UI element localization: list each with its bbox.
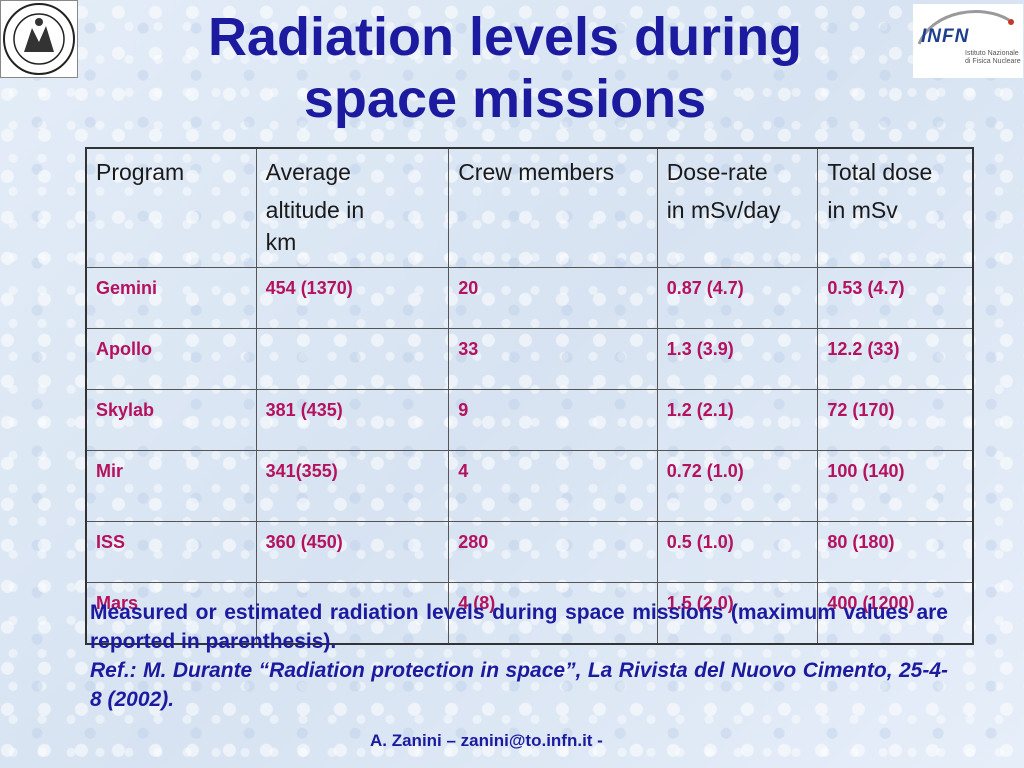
university-seal-logo: [0, 0, 78, 78]
cell-dose-rate: 1.5 (2.0): [656, 582, 819, 645]
cell-program: Gemini: [85, 267, 257, 329]
cell-total-dose: 100 (140): [817, 450, 974, 522]
table-row: Mir 341(355) 4 0.72 (1.0) 100 (140): [85, 450, 974, 522]
cell-program: ISS: [85, 521, 257, 583]
infn-logo: INFN Istituto Nazionale di Fisica Nuclea…: [913, 4, 1023, 78]
cell-crew: 20: [448, 267, 658, 329]
cell-altitude: 341(355): [255, 450, 450, 522]
header-altitude: Average altitude in km: [255, 147, 450, 268]
infn-swoosh-icon: [917, 10, 1014, 45]
infn-subtitle: Istituto Nazionale di Fisica Nucleare: [965, 50, 1021, 65]
infn-wordmark: INFN: [921, 26, 970, 47]
cell-crew: 33: [448, 328, 658, 390]
cell-crew: 4: [448, 450, 658, 522]
seal-icon: [3, 3, 75, 75]
cell-dose-rate: 0.87 (4.7): [656, 267, 819, 329]
cell-dose-rate: 1.2 (2.1): [656, 389, 819, 451]
table-row: Mars 4 (8) 1.5 (2.0) 400 (1200): [85, 582, 974, 645]
radiation-table: Program Average altitude in km Crew memb…: [85, 147, 974, 645]
cell-crew: 4 (8): [448, 582, 658, 645]
cell-altitude: 381 (435): [255, 389, 450, 451]
cell-altitude: [255, 328, 450, 390]
table-row: ISS 360 (450) 280 0.5 (1.0) 80 (180): [85, 521, 974, 583]
cell-crew: 9: [448, 389, 658, 451]
header-total-dose: Total dose in mSv: [817, 147, 974, 268]
cell-total-dose: 72 (170): [817, 389, 974, 451]
cell-dose-rate: 1.3 (3.9): [656, 328, 819, 390]
reference-text: Ref.: M. Durante “Radiation protection i…: [90, 659, 948, 711]
cell-total-dose: 12.2 (33): [817, 328, 974, 390]
table-row: Gemini 454 (1370) 20 0.87 (4.7) 0.53 (4.…: [85, 267, 974, 329]
table-caption: Measured or estimated radiation levels d…: [90, 598, 948, 714]
cell-program: Skylab: [85, 389, 257, 451]
header-crew: Crew members: [448, 147, 658, 268]
cell-crew: 280: [448, 521, 658, 583]
cell-altitude: 360 (450): [255, 521, 450, 583]
cell-total-dose: 0.53 (4.7): [817, 267, 974, 329]
cell-total-dose: 400 (1200): [817, 582, 974, 645]
cell-altitude: 454 (1370): [255, 267, 450, 329]
cell-program: Apollo: [85, 328, 257, 390]
header-dose-rate: Dose-rate in mSv/day: [656, 147, 819, 268]
table-row: Apollo 33 1.3 (3.9) 12.2 (33): [85, 328, 974, 390]
header-program: Program: [85, 147, 257, 268]
cell-dose-rate: 0.5 (1.0): [656, 521, 819, 583]
cell-total-dose: 80 (180): [817, 521, 974, 583]
cell-program: Mir: [85, 450, 257, 522]
cell-program: Mars: [85, 582, 257, 645]
table-header-row: Program Average altitude in km Crew memb…: [85, 147, 974, 268]
cell-dose-rate: 0.72 (1.0): [656, 450, 819, 522]
table-row: Skylab 381 (435) 9 1.2 (2.1) 72 (170): [85, 389, 974, 451]
caption-text: Measured or estimated radiation levels d…: [90, 601, 948, 653]
author-footer: A. Zanini – zanini@to.infn.it -: [370, 731, 603, 750]
slide-title: Radiation levels during space missions: [207, 7, 803, 129]
